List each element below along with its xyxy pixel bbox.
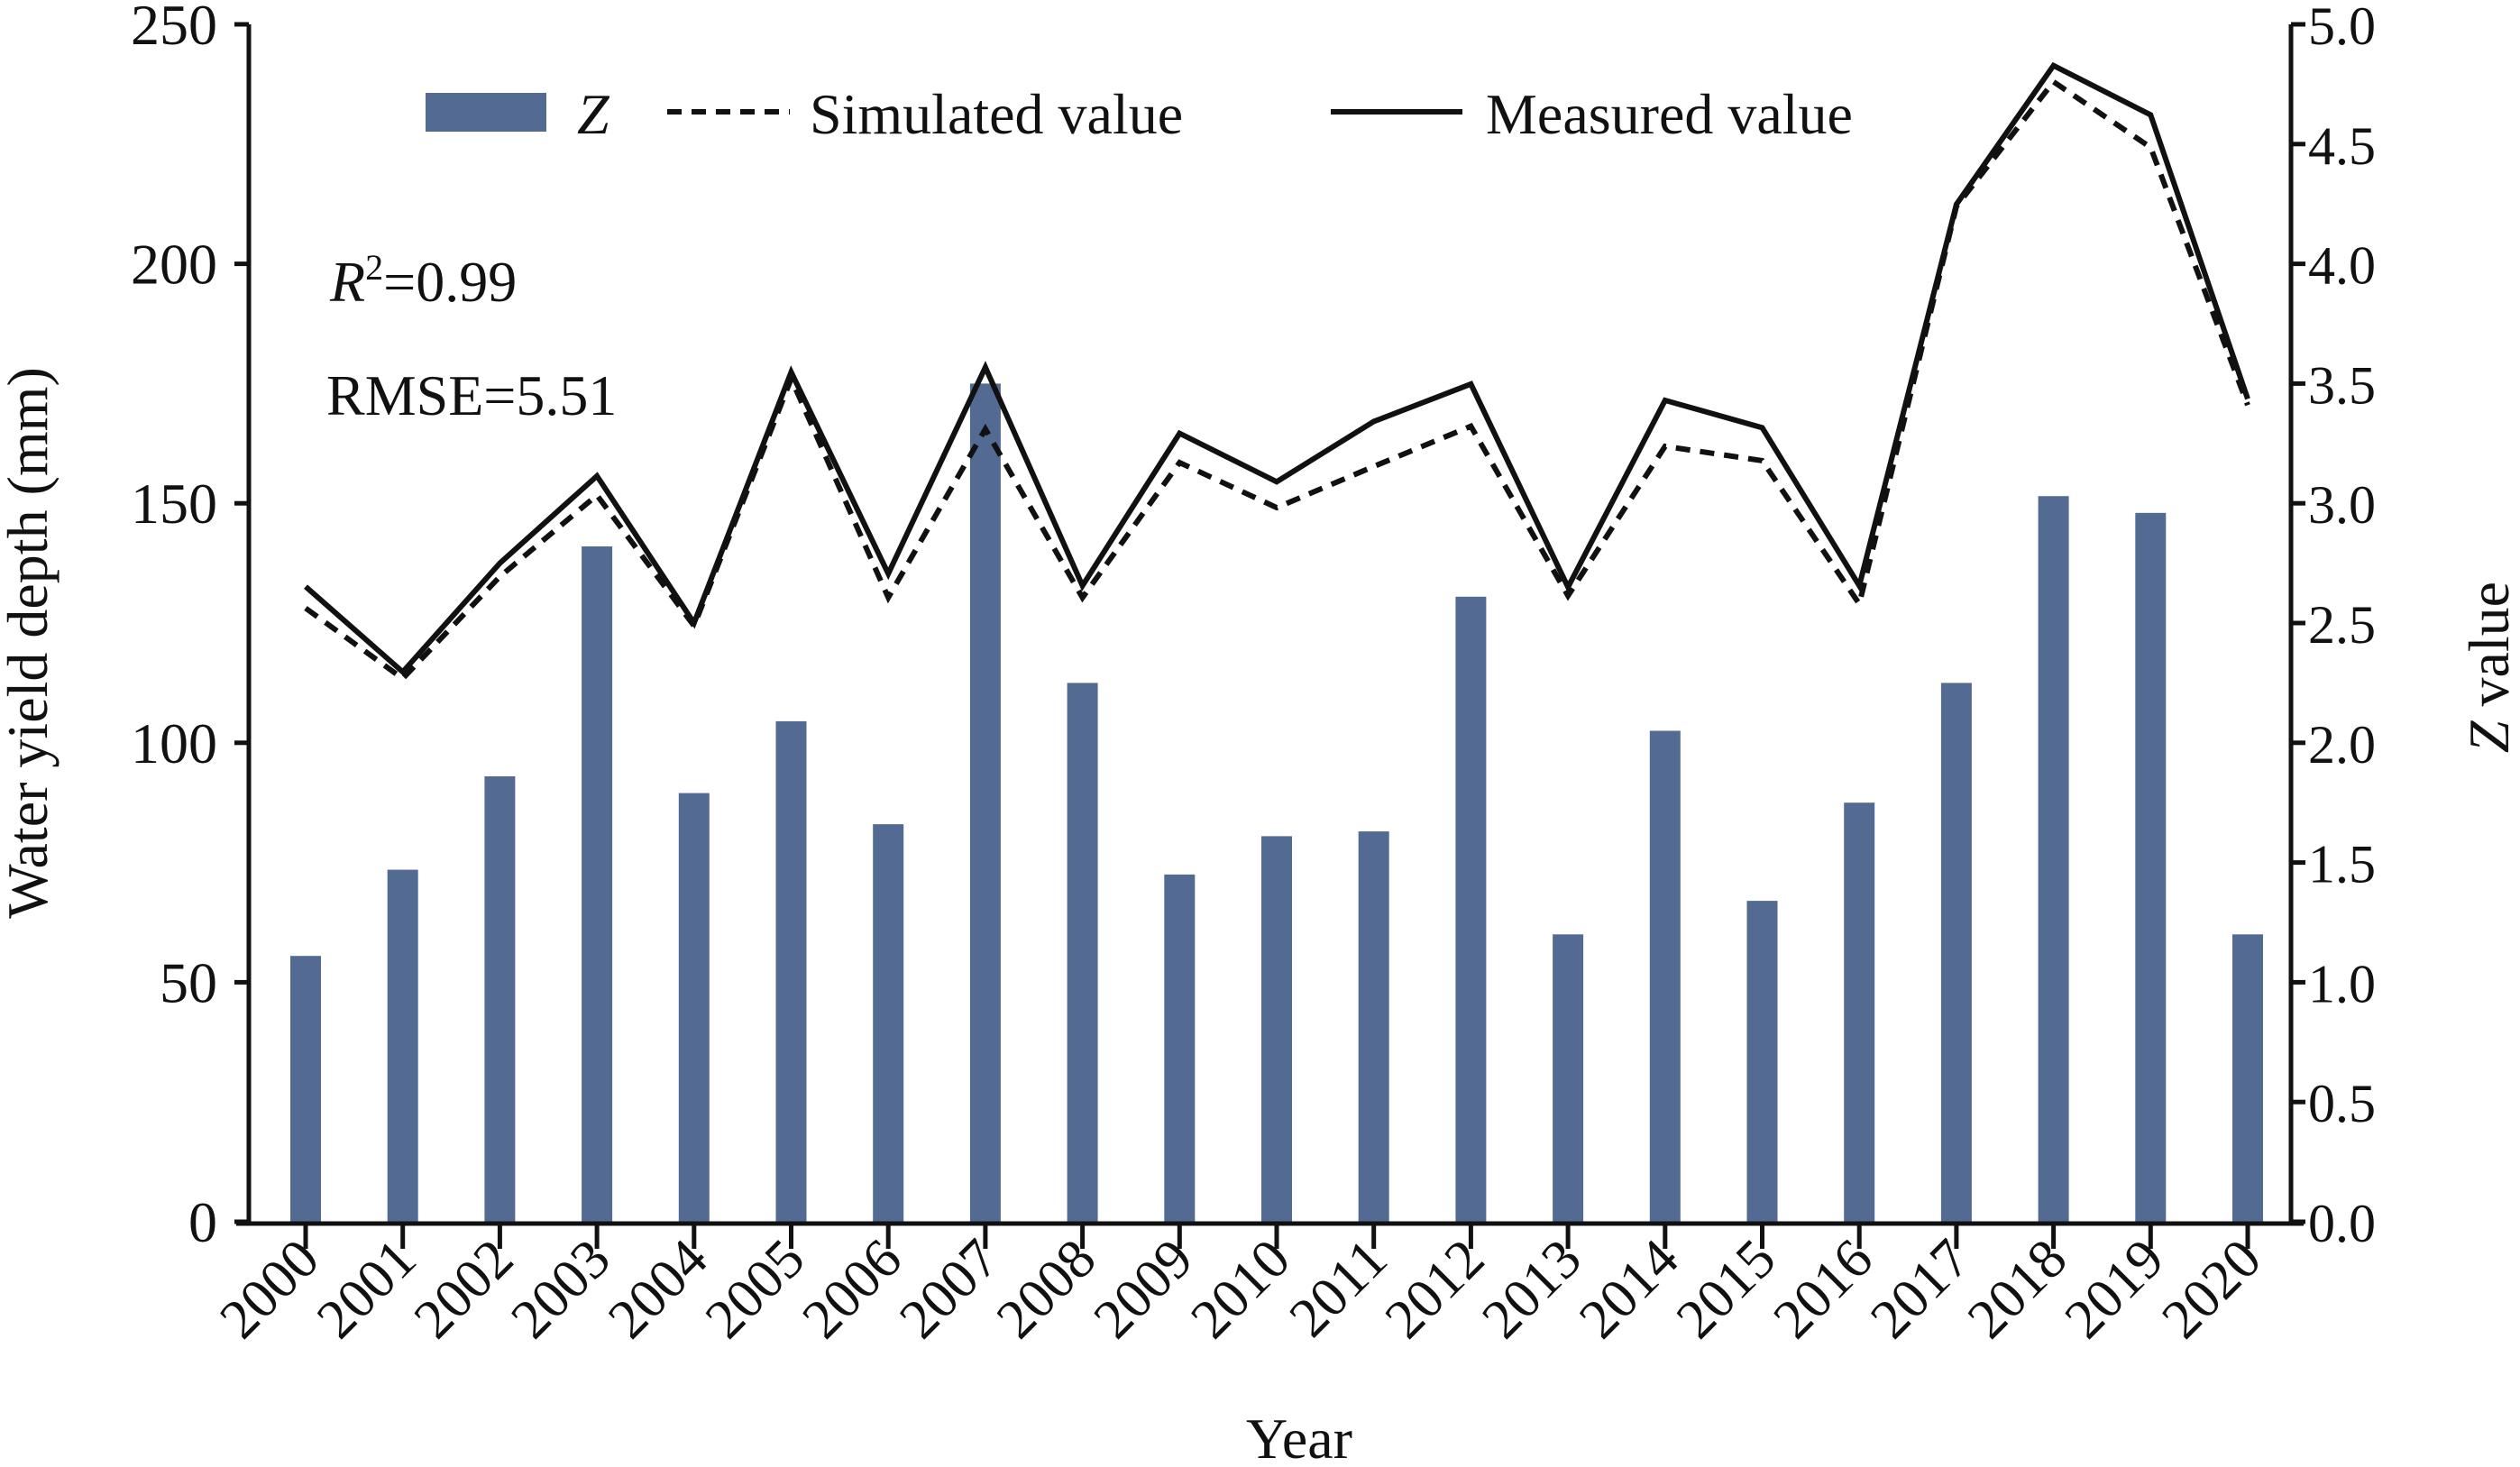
left-axis-ticks: 0 50 100 150 200 250 [131,0,249,1254]
bar-2000 [290,956,321,1222]
line-simulated-value [304,78,2250,683]
x-tick-label: 2020 [2150,1228,2273,1351]
legend: Z Simulated value Measured value [426,82,1853,146]
right-axis-title-z: Z [2457,720,2520,753]
x-tick-label: 2010 [1179,1228,1302,1351]
left-axis-title: Water yield depth (mm) [0,367,60,919]
x-axis-ticks: 2000200120022003200420052006200720082009… [208,1224,2273,1351]
bar-2006 [873,824,904,1222]
right-axis-title: Z value [2457,582,2520,753]
x-tick-label: 2017 [1859,1228,1982,1351]
right-tick-label: 2.5 [2308,595,2376,655]
right-tick-label: 3.5 [2308,355,2376,415]
r2-superscript: 2 [365,247,383,288]
right-tick-label: 0.0 [2308,1194,2376,1253]
rmse-annotation: RMSE=5.51 [326,363,617,427]
bar-2012 [1455,596,1487,1222]
right-axis-ticks: 0.0 0.5 1.0 1.5 2.0 2.5 3.0 3.5 4.0 4.5 5.0 [2291,0,2376,1253]
bar-2007 [969,383,1001,1222]
bar-2016 [1844,802,1875,1222]
legend-swatch-z [426,93,546,132]
bar-2014 [1649,730,1681,1222]
x-tick-label: 2008 [985,1228,1108,1351]
bar-2010 [1261,836,1292,1222]
left-tick-label: 50 [160,950,217,1014]
x-tick-label: 2016 [1762,1228,1884,1351]
left-tick-label: 200 [131,233,217,297]
legend-label-measured: Measured value [1486,82,1853,146]
right-tick-label: 2.0 [2308,715,2376,775]
x-tick-label: 2002 [403,1228,526,1351]
left-tick-label: 150 [131,472,217,536]
x-tick-label: 2018 [1956,1228,2079,1351]
right-tick-label: 1.5 [2308,835,2376,894]
x-axis-title: Year [1246,1407,1352,1467]
right-tick-label: 5.0 [2308,0,2376,56]
legend-label-z: Z [577,82,610,146]
right-tick-label: 4.5 [2308,116,2376,176]
line-series [304,61,2250,683]
x-tick-label: 2005 [694,1228,817,1351]
x-tick-label: 2009 [1082,1228,1205,1351]
bar-2017 [1940,683,1972,1222]
bar-2018 [2038,496,2069,1222]
right-tick-label: 3.0 [2308,475,2376,535]
bar-2008 [1067,683,1098,1222]
left-tick-label: 0 [188,1190,217,1254]
bar-2009 [1164,874,1196,1222]
bar-2001 [387,869,418,1222]
bar-2005 [775,720,807,1222]
x-tick-label: 2007 [888,1228,1011,1351]
bar-2002 [484,775,516,1222]
bar-2011 [1358,831,1389,1222]
x-tick-label: 2019 [2053,1228,2176,1351]
x-tick-label: 2011 [1278,1228,1398,1349]
x-tick-label: 2003 [499,1228,622,1351]
x-tick-label: 2014 [1568,1228,1691,1351]
x-tick-label: 2001 [306,1228,428,1351]
bar-2015 [1746,901,1778,1222]
right-axis-title-rest: value [2457,582,2520,721]
bar-2019 [2135,512,2167,1222]
bar-series-z [290,383,2263,1222]
left-tick-label: 100 [131,711,217,775]
x-tick-label: 2013 [1471,1228,1593,1351]
right-tick-label: 0.5 [2308,1074,2376,1133]
right-tick-label: 1.0 [2308,954,2376,1013]
right-tick-label: 4.0 [2308,236,2376,296]
r2-symbol: R [329,250,365,314]
x-tick-label: 2015 [1665,1228,1788,1351]
bar-2013 [1553,934,1584,1222]
x-tick-label: 2012 [1374,1228,1497,1351]
bar-2020 [2232,934,2263,1222]
r2-annotation: R2=0.99 [329,247,517,314]
legend-label-simulated: Simulated value [810,82,1183,146]
r2-value: =0.99 [383,250,517,314]
x-tick-label: 2004 [597,1228,719,1351]
line-measured-value [304,61,2250,676]
bar-2004 [678,793,710,1222]
x-tick-label: 2006 [791,1228,913,1351]
left-tick-label: 250 [131,0,217,57]
bar-2003 [582,546,613,1222]
x-tick-label: 2000 [208,1228,331,1351]
